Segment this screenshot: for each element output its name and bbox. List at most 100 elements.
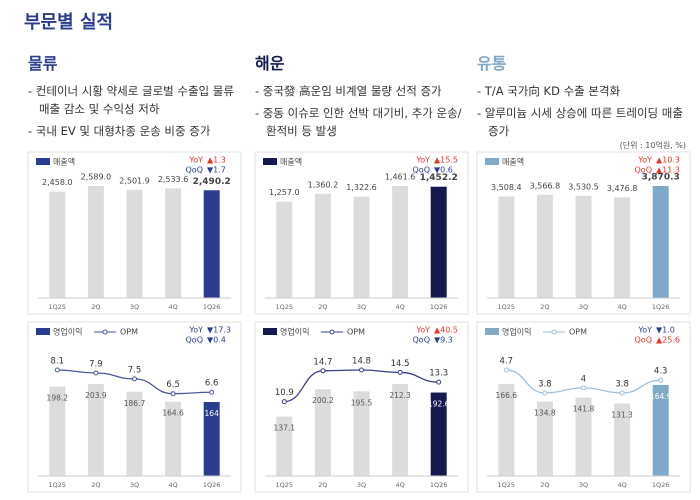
bar-label: 1,360.2 <box>308 180 339 189</box>
opm-label: 14.7 <box>313 357 332 367</box>
legend-swatch <box>485 158 499 165</box>
x-tick-label: 1Q26 <box>203 481 221 489</box>
bar <box>430 392 447 476</box>
bar <box>575 397 592 476</box>
bar-label: 2,458.0 <box>42 178 73 187</box>
annotation-value: ▲11.3 <box>656 166 680 175</box>
legend-label: 영업이익 <box>53 327 82 337</box>
annotation-value: ▲15.5 <box>434 156 458 165</box>
x-tick-label: 2Q <box>318 303 327 311</box>
opm-label: 7.5 <box>128 365 142 375</box>
bar-label: 195.5 <box>351 398 373 407</box>
opm-point <box>170 391 176 397</box>
bar <box>126 189 143 298</box>
opm-point <box>542 390 548 396</box>
bar <box>203 190 220 298</box>
opm-point <box>93 370 99 376</box>
x-tick-label: 2Q <box>91 481 100 489</box>
bar <box>575 195 592 298</box>
bar-label: 164 <box>205 409 220 418</box>
annotation-value: ▼1.7 <box>207 166 226 175</box>
legend-swatch <box>263 158 277 165</box>
opm-label: 13.3 <box>429 369 448 379</box>
bullet: - 국내 EV 및 대형차종 운송 비중 증가 <box>28 124 211 138</box>
opm-point <box>503 367 509 373</box>
bar <box>498 384 515 476</box>
bar-label: 1,461.6 <box>385 173 416 182</box>
bar-label: 203.9 <box>85 391 107 400</box>
legend-swatch <box>485 328 499 335</box>
legend-dot <box>551 329 557 335</box>
opm-point <box>581 385 586 391</box>
legend-swatch <box>36 158 50 165</box>
bar <box>126 391 143 476</box>
x-tick-label: 1Q25 <box>49 303 67 311</box>
opm-label: 6.5 <box>166 380 180 390</box>
x-tick-label: 1Q26 <box>652 481 670 489</box>
bar <box>392 384 409 476</box>
opm-label: 8.1 <box>51 357 65 367</box>
x-tick-label: 4Q <box>617 303 626 311</box>
legend-label: 매출액 <box>53 157 75 167</box>
section-title: 물류 <box>28 54 58 73</box>
x-tick-label: 3Q <box>357 303 366 311</box>
bar-label: 164.6 <box>162 409 184 418</box>
opm-label: 14.8 <box>352 357 371 367</box>
bar-label: 166.6 <box>496 391 518 400</box>
opm-label: 4.7 <box>500 357 514 367</box>
bar <box>314 389 331 476</box>
section-title: 유통 <box>477 54 507 73</box>
bar <box>165 401 182 476</box>
opm-point <box>281 399 287 405</box>
annotation-value: ▼17.3 <box>207 326 231 335</box>
x-tick-label: 1Q25 <box>276 303 294 311</box>
page-title: 부문별 실적 <box>24 12 114 33</box>
bar-label: 3,870.3 <box>642 173 680 183</box>
x-tick-label: 3Q <box>130 303 139 311</box>
legend-label: 영업이익 <box>502 327 531 337</box>
x-tick-label: 1Q25 <box>276 481 294 489</box>
opm-point <box>132 376 137 382</box>
bar <box>498 196 515 298</box>
x-tick-label: 2Q <box>91 303 100 311</box>
bar <box>49 386 66 476</box>
section-title: 해운 <box>255 54 285 73</box>
annotation-value: ▲40.5 <box>434 326 458 335</box>
bar <box>392 186 409 298</box>
annotation-value: ▼9.3 <box>434 336 453 345</box>
x-tick-label: 3Q <box>357 481 366 489</box>
annotation-label: YoY <box>415 326 430 335</box>
bullet: - T/A 국가向 KD 수출 본격화 <box>477 84 621 98</box>
legend-swatch <box>36 328 50 335</box>
bar <box>314 193 331 298</box>
legend-swatch <box>263 328 277 335</box>
annotation-label: YoY <box>637 156 652 165</box>
annotation-label: QoQ <box>635 336 653 345</box>
bar <box>652 186 669 298</box>
opm-point <box>320 368 326 374</box>
opm-label: 3.8 <box>538 379 552 389</box>
bar <box>87 384 104 476</box>
bar-label: 2,589.0 <box>81 173 112 182</box>
opm-label: 7.9 <box>89 359 103 369</box>
opm-label: 4 <box>581 374 586 384</box>
bar-label: 3,476.8 <box>607 184 638 193</box>
section: 해운 - 중국發 高운임 비계열 물량 선적 증가 - 중동 이슈로 인한 선박 대… <box>255 50 470 144</box>
annotation-value: ▲1.3 <box>207 156 226 165</box>
bar-label: 164.9 <box>650 392 672 401</box>
bar-label: 198.2 <box>47 394 69 403</box>
bar <box>652 384 669 476</box>
annotation-label: QoQ <box>635 166 653 175</box>
bar-label: 134.8 <box>534 409 556 418</box>
opm-label: 4.3 <box>654 367 668 377</box>
x-tick-label: 3Q <box>579 481 588 489</box>
annotation-value: ▼0.6 <box>434 166 453 175</box>
section: 물류 - 컨테이너 시황 약세로 글로벌 수출입 물류 매출 감소 및 수익성 저… <box>28 50 243 144</box>
opm-label: 10.9 <box>275 388 294 398</box>
bar <box>614 403 631 476</box>
x-tick-label: 4Q <box>395 481 404 489</box>
bar-label: 3,508.4 <box>491 183 522 192</box>
bar-label: 141.8 <box>573 405 595 414</box>
x-tick-label: 4Q <box>395 303 404 311</box>
